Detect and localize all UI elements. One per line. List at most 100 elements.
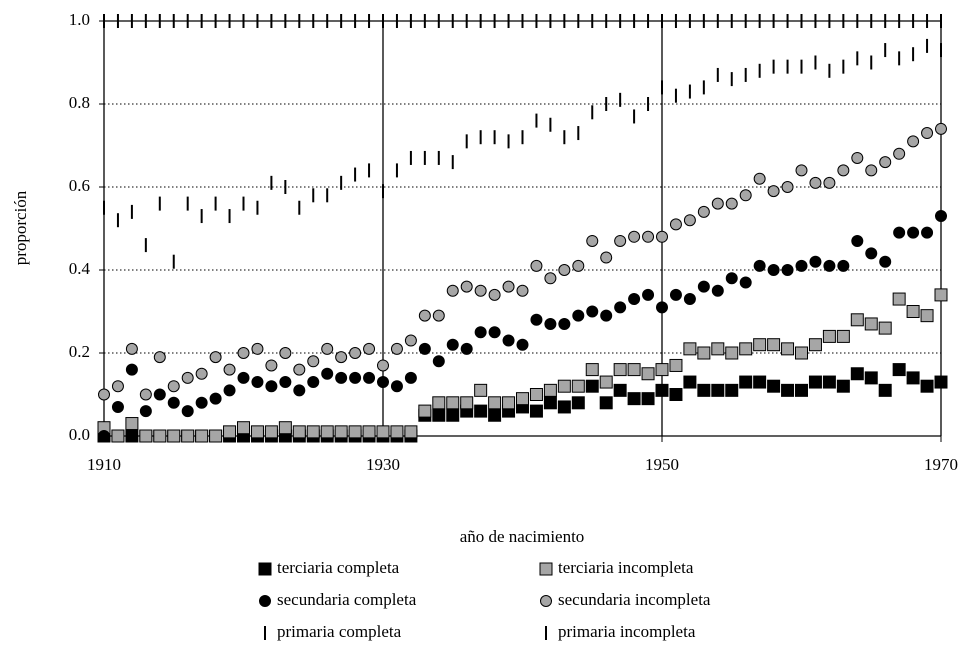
data-point — [822, 329, 836, 343]
data-point — [502, 334, 515, 347]
data-point — [920, 379, 934, 393]
data-point — [795, 346, 808, 360]
data-point — [423, 150, 426, 165]
data-point — [529, 388, 543, 401]
data-point — [633, 109, 636, 124]
data-point — [613, 383, 627, 397]
data-point — [474, 404, 488, 418]
data-point — [116, 14, 119, 28]
data-point — [242, 196, 245, 211]
data-point — [647, 14, 650, 28]
data-point — [530, 259, 543, 272]
data-point — [139, 405, 152, 418]
data-point — [116, 213, 119, 228]
data-point — [111, 400, 124, 413]
data-point — [446, 284, 459, 297]
data-point — [195, 429, 209, 443]
data-point — [326, 14, 329, 28]
legend-label: terciaria completa — [277, 558, 400, 577]
data-point — [892, 292, 906, 306]
data-point — [674, 14, 677, 28]
data-point — [730, 14, 733, 28]
data-point — [642, 230, 655, 243]
x-axis-title: año de nacimiento — [460, 527, 585, 546]
data-point — [898, 51, 901, 66]
data-point — [265, 359, 278, 372]
data-point — [125, 342, 138, 355]
data-point — [907, 135, 920, 148]
data-point — [306, 425, 320, 439]
data-point — [493, 14, 496, 28]
data-point — [772, 59, 775, 74]
data-point — [530, 313, 543, 326]
data-point — [432, 355, 445, 368]
data-point — [767, 185, 780, 198]
data-point — [228, 209, 231, 224]
data-point — [647, 97, 650, 111]
data-point — [181, 371, 194, 384]
data-point — [836, 379, 850, 393]
data-point — [488, 396, 502, 410]
data-point — [354, 14, 357, 28]
data-point — [349, 371, 362, 384]
data-point — [781, 342, 795, 356]
data-point — [312, 14, 315, 28]
data-point — [284, 180, 287, 194]
data-point — [870, 55, 873, 70]
data-point — [725, 346, 739, 360]
data-point — [125, 429, 139, 443]
data-point — [906, 305, 920, 318]
data-point — [842, 59, 845, 74]
data-point — [418, 404, 432, 418]
legend-marker — [545, 626, 547, 640]
data-point — [349, 347, 362, 359]
data-point — [237, 421, 250, 435]
data-point — [558, 317, 571, 330]
data-point — [753, 172, 766, 185]
data-point — [767, 338, 781, 352]
data-point — [279, 376, 292, 389]
data-point — [340, 175, 343, 190]
data-point — [284, 14, 287, 28]
data-point — [577, 14, 580, 28]
data-point — [614, 301, 627, 314]
y-tick-label: 0.8 — [69, 93, 90, 112]
data-point — [926, 14, 929, 28]
data-point — [879, 255, 892, 268]
data-point — [111, 380, 124, 393]
data-point — [516, 338, 529, 351]
data-point — [836, 329, 850, 343]
data-point — [856, 51, 859, 66]
data-point — [633, 14, 636, 28]
data-point — [368, 14, 371, 28]
data-point — [543, 383, 557, 397]
data-point — [200, 14, 203, 28]
data-point — [307, 355, 320, 368]
data-point — [800, 14, 803, 28]
data-point — [669, 388, 683, 401]
data-point — [103, 14, 105, 28]
data-point — [878, 321, 892, 335]
data-point — [599, 396, 613, 410]
data-point — [432, 396, 446, 410]
data-point — [558, 264, 571, 276]
legend-label: primaria incompleta — [558, 622, 696, 641]
data-point — [934, 375, 948, 389]
data-point — [465, 134, 468, 149]
data-point — [753, 375, 767, 389]
data-point — [850, 313, 864, 327]
data-point — [744, 14, 747, 28]
data-point — [809, 255, 822, 268]
data-point — [390, 342, 403, 355]
data-point — [298, 200, 301, 215]
data-point — [619, 92, 622, 107]
data-point — [926, 38, 929, 53]
data-point — [627, 392, 641, 406]
data-point — [586, 234, 599, 247]
data-point — [167, 429, 181, 443]
data-point — [223, 363, 236, 376]
data-point — [814, 14, 817, 28]
data-point — [940, 43, 942, 58]
data-point — [382, 14, 384, 28]
